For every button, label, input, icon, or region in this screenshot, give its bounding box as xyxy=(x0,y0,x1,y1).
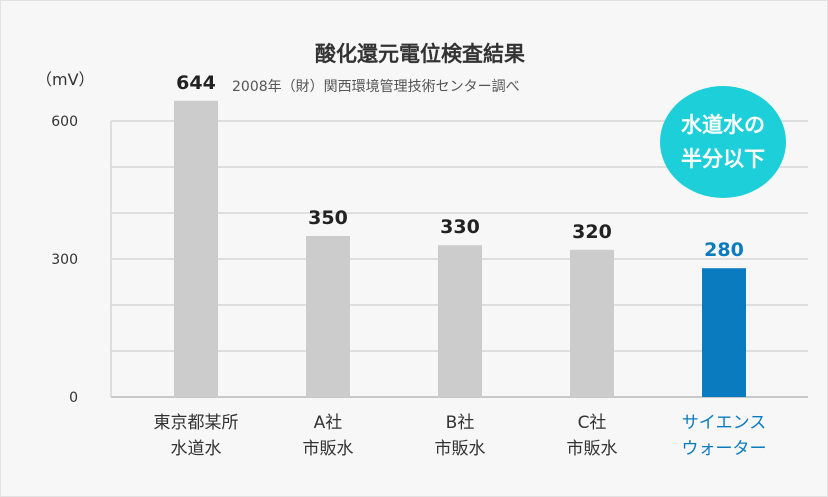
bar-value-label: 280 xyxy=(704,239,744,261)
x-tick-label: C社 xyxy=(578,413,607,433)
bar xyxy=(438,245,482,397)
chart-title: 酸化還元電位検査結果 xyxy=(315,42,525,66)
x-tick-label: 市販水 xyxy=(435,439,486,459)
y-tick-label: 300 xyxy=(51,252,78,268)
annotation-badge: 水道水の 半分以下 xyxy=(660,86,786,198)
x-tick-label: ウォーター xyxy=(682,439,767,459)
bar-value-label: 320 xyxy=(572,221,612,243)
y-tick-label: 600 xyxy=(51,114,78,130)
bar xyxy=(702,268,746,397)
annotation-line: 水道水の xyxy=(681,113,765,137)
x-tick-label: A社 xyxy=(314,413,343,433)
bar xyxy=(306,236,350,397)
y-axis-label: （mV） xyxy=(36,70,95,89)
bar-value-label: 644 xyxy=(176,72,216,94)
y-tick-label: 0 xyxy=(69,390,78,406)
x-tick-label: 東京都某所 xyxy=(154,413,239,433)
x-tick-label: B社 xyxy=(446,413,475,433)
annotation-line: 半分以下 xyxy=(681,147,765,171)
chart-subtitle: 2008年（財）関西環境管理技術センター調べ xyxy=(232,79,520,95)
x-tick-label: サイエンス xyxy=(682,413,767,433)
x-tick-label: 市販水 xyxy=(567,439,618,459)
bar-value-label: 350 xyxy=(308,207,348,229)
x-tick-label: 水道水 xyxy=(171,439,222,459)
bar xyxy=(570,249,614,397)
bar-value-label: 330 xyxy=(440,216,480,238)
x-tick-label: 市販水 xyxy=(303,439,354,459)
bar xyxy=(174,100,218,397)
